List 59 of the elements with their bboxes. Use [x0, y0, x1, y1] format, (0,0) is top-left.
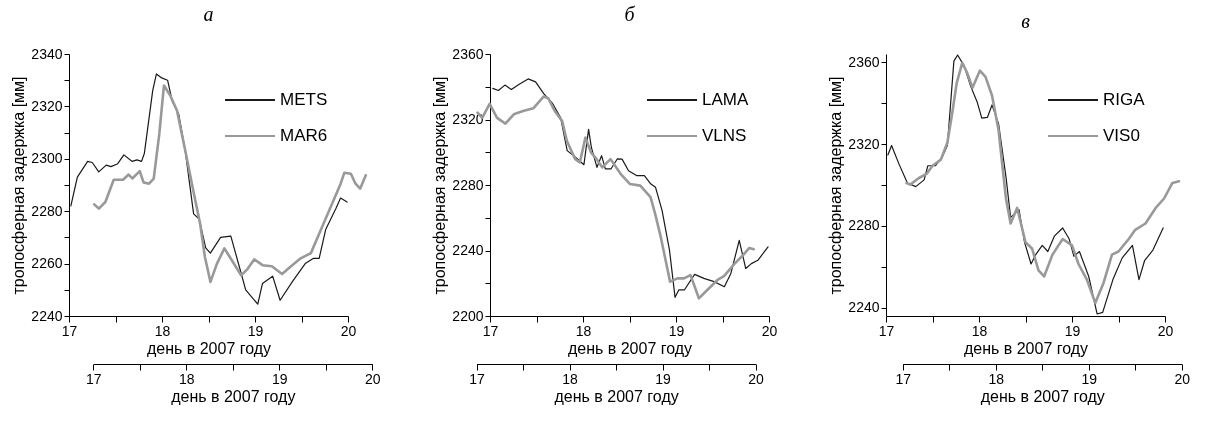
x2-axis-title: день в 2007 году — [980, 387, 1105, 405]
y-tick-label: 2360 — [452, 45, 484, 62]
x-axis-title: день в 2007 году — [146, 339, 272, 357]
legend-label: VIS0 — [1103, 126, 1140, 145]
x-tick-label: 20 — [340, 322, 357, 339]
x2-axis-title: день в 2007 году — [554, 387, 679, 405]
x2-axis-title: день в 2007 году — [171, 387, 296, 405]
x-tick-label: 20 — [1157, 322, 1174, 339]
y-tick-label: 2320 — [848, 135, 880, 152]
x2-tick-label: 20 — [748, 370, 765, 387]
x2-tick-label: 18 — [988, 370, 1005, 387]
y-tick-label: 2300 — [31, 150, 63, 167]
y-tick-label: 2200 — [452, 307, 484, 324]
chart-title: а — [203, 3, 214, 25]
y-tick-label: 2280 — [31, 202, 63, 219]
legend-label: VLNS — [702, 126, 747, 145]
y-tick-label: 2240 — [848, 299, 880, 316]
y-axis-title: тропосферная задержка [мм] — [10, 76, 28, 295]
x2-tick-label: 19 — [1081, 370, 1098, 387]
x-tick-label: 20 — [761, 322, 778, 339]
x-axis-title: день в 2007 году — [963, 339, 1089, 357]
y-tick-label: 2320 — [31, 97, 63, 114]
y-axis-title: тропосферная задержка [мм] — [827, 76, 845, 295]
x-tick-label: 17 — [61, 322, 78, 339]
x-tick-label: 19 — [668, 322, 685, 339]
legend-label: MAR6 — [280, 126, 328, 145]
line-series — [70, 73, 348, 305]
x2-tick-label: 17 — [895, 370, 912, 387]
x-tick-label: 17 — [878, 322, 895, 339]
x-tick-label: 19 — [1064, 322, 1081, 339]
x2-tick-label: 18 — [178, 370, 195, 387]
x-tick-label: 18 — [575, 322, 592, 339]
x2-tick-label: 19 — [271, 370, 288, 387]
legend-label: METS — [280, 90, 328, 109]
legend-label: RIGA — [1103, 90, 1146, 109]
x2-tick-label: 17 — [85, 370, 102, 387]
y-tick-label: 2260 — [31, 255, 63, 272]
y-tick-label: 2240 — [452, 242, 484, 258]
x-tick-label: 17 — [482, 322, 499, 339]
x-tick-label: 18 — [154, 322, 171, 339]
y-tick-label: 2240 — [31, 307, 63, 324]
x2-tick-label: 17 — [469, 370, 486, 387]
y-tick-label: 2360 — [848, 53, 880, 70]
line-series — [492, 78, 769, 298]
y-axis-title: тропосферная задержка [мм] — [431, 76, 449, 295]
y-tick-label: 2320 — [452, 111, 484, 127]
x2-tick-label: 20 — [1174, 370, 1191, 387]
x-axis-title: день в 2007 году — [567, 339, 693, 357]
x-tick-label: 18 — [971, 322, 988, 339]
x2-tick-label: 20 — [364, 370, 381, 387]
legend-label: LAMA — [702, 90, 749, 109]
y-tick-label: 2340 — [31, 45, 63, 62]
x-tick-label: 19 — [247, 322, 264, 339]
chart-title: б — [624, 3, 636, 25]
y-tick-label: 2280 — [848, 217, 880, 234]
x2-tick-label: 19 — [655, 370, 672, 387]
x2-tick-label: 18 — [562, 370, 579, 387]
chart-title: в — [1021, 10, 1031, 32]
y-tick-label: 2280 — [452, 176, 484, 193]
